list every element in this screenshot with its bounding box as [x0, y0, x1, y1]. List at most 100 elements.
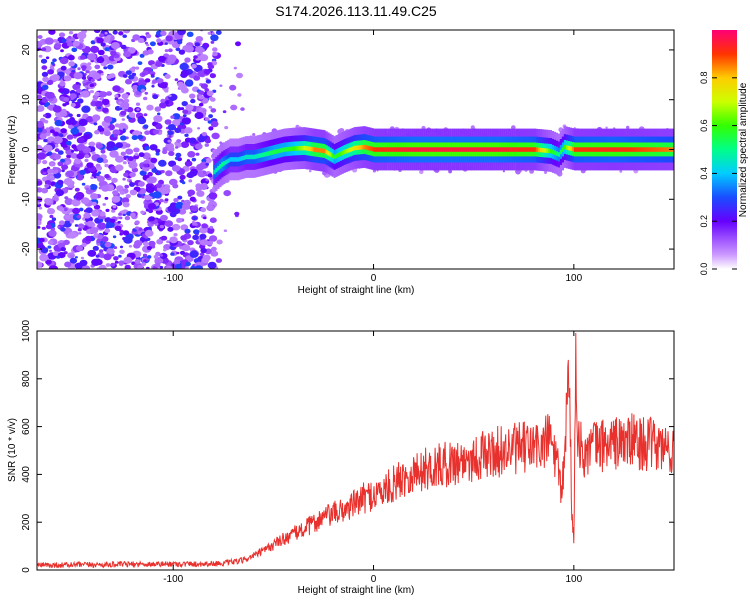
- heatmap-noise-cell: [197, 70, 206, 77]
- heatmap-noise-cell: [99, 211, 106, 217]
- heatmap-noise-cell: [61, 164, 69, 170]
- heatmap-noise-cell: [169, 211, 177, 218]
- heatmap-noise-cell: [200, 247, 207, 254]
- heatmap-ridge-cell: [305, 146, 308, 151]
- heatmap-ridge-cell: [617, 147, 621, 152]
- heatmap-noise-cell: [187, 189, 196, 196]
- heatmap-noise-cell: [155, 61, 163, 67]
- heatmap-noise-cell: [209, 225, 214, 229]
- heatmap-ridge-cell: [371, 146, 374, 152]
- heatmap-noise-cell: [176, 251, 180, 255]
- heatmap-noise-cell: [175, 201, 184, 209]
- heatmap-noise-cell: [63, 75, 72, 82]
- heatmap-ridge-cell: [650, 147, 653, 152]
- heatmap-noise-cell: [110, 147, 116, 152]
- heatmap-noise-cell: [61, 38, 67, 43]
- heatmap-noise-cell: [121, 197, 130, 204]
- heatmap-noise-cell: [102, 158, 109, 164]
- heatmap-ridge-cell: [251, 154, 254, 160]
- heatmap-noise-cell: [146, 237, 151, 241]
- heatmap-noise-cell: [143, 163, 149, 168]
- heatmap-noise-cell: [124, 109, 128, 112]
- heatmap-noise-cell: [74, 224, 79, 227]
- heatmap-noise-cell: [193, 75, 201, 81]
- heatmap-noise-cell: [122, 34, 127, 38]
- heatmap-noise-cell: [184, 57, 191, 63]
- heatmap-noise-cell: [48, 229, 57, 237]
- heatmap-noise-cell: [43, 144, 53, 152]
- heatmap-noise-cell: [156, 238, 164, 245]
- heatmap-ridge-cell: [381, 147, 384, 152]
- heatmap-noise-cell: [44, 180, 52, 186]
- heatmap-noise-cell: [199, 252, 205, 257]
- heatmap-ridge-cell: [295, 146, 298, 151]
- heatmap-noise-cell: [90, 78, 95, 83]
- heatmap-noise-cell: [85, 187, 89, 191]
- heatmap-noise-cell: [201, 257, 210, 264]
- heatmap-noise-cell: [110, 182, 115, 185]
- heatmap-noise-cell: [63, 220, 72, 228]
- x-tick-label: -100: [163, 273, 183, 284]
- heatmap-noise-cell: [167, 124, 176, 131]
- heatmap-noise-cell: [37, 181, 43, 186]
- heatmap-noise-cell: [137, 61, 143, 65]
- heatmap-noise-cell: [54, 119, 63, 127]
- heatmap-noise-cell: [113, 256, 119, 261]
- heatmap-noise-cell: [211, 246, 217, 252]
- heatmap-noise-cell: [41, 84, 49, 90]
- heatmap-noise-cell: [142, 50, 150, 56]
- heatmap-noise-cell: [170, 115, 175, 119]
- heatmap-noise-cell: [115, 164, 124, 171]
- heatmap-noise-cell: [125, 148, 134, 155]
- heatmap-noise-cell: [121, 93, 129, 100]
- heatmap-noise-cell: [180, 226, 185, 230]
- heatmap-ridge-cell: [585, 147, 589, 152]
- heatmap-noise-cell: [55, 189, 64, 197]
- heatmap-noise-cell: [60, 49, 64, 53]
- heatmap-noise-cell: [37, 226, 41, 229]
- heatmap-noise-cell: [71, 144, 77, 149]
- heatmap-ridge-cell: [599, 147, 603, 152]
- heatmap-noise-cell: [74, 191, 85, 200]
- heatmap-noise-cell: [65, 160, 70, 164]
- heatmap-noise-cell: [92, 72, 101, 80]
- heatmap-noise-cell: [122, 74, 128, 78]
- heatmap-noise-cell: [120, 110, 127, 116]
- heatmap-noise-cell: [78, 118, 88, 126]
- heatmap-noise-cell: [205, 163, 209, 166]
- heatmap-ridge-cell: [273, 149, 276, 155]
- heatmap-noise-cell: [37, 127, 43, 133]
- heatmap-noise-cell: [91, 210, 99, 217]
- heatmap-noise-cell: [209, 96, 214, 100]
- heatmap-ridge-cell: [313, 147, 316, 152]
- heatmap-noise-cell: [198, 102, 204, 107]
- heatmap-noise-cell: [197, 136, 206, 143]
- heatmap-ridge-cell: [307, 146, 310, 151]
- heatmap-noise-cell: [120, 44, 127, 50]
- heatmap-noise-cell: [154, 262, 161, 268]
- heatmap-noise-cell: [186, 31, 194, 37]
- heatmap-noise-cell: [153, 254, 159, 259]
- heatmap-noise-cell: [211, 132, 220, 140]
- heatmap-ridge-cell: [231, 157, 234, 162]
- heatmap-ridge-cell: [445, 147, 448, 152]
- heatmap-noise-cell: [57, 225, 61, 229]
- heatmap-noise-cell: [97, 234, 104, 240]
- heatmap-noise-cell: [160, 235, 168, 241]
- y-tick-label: 0: [21, 146, 32, 152]
- heatmap-noise-cell: [189, 250, 199, 258]
- heatmap-ridge-cell: [615, 147, 619, 152]
- heatmap-noise-cell: [81, 242, 87, 247]
- heatmap-noise-cell: [83, 133, 91, 140]
- heatmap-noise-cell: [43, 167, 48, 172]
- heatmap-noise-cell: [41, 65, 48, 70]
- heatmap-ridge-cell: [429, 147, 432, 152]
- heatmap-noise-cell: [37, 87, 41, 90]
- heatmap-noise-cell: [41, 71, 49, 77]
- heatmap-noise-cell: [81, 105, 91, 113]
- heatmap-noise-cell: [125, 155, 130, 159]
- heatmap-noise-cell: [207, 62, 213, 67]
- heatmap-noise-cell: [176, 106, 182, 111]
- heatmap-ridge-cell: [345, 149, 348, 154]
- heatmap-noise-cell: [170, 252, 175, 256]
